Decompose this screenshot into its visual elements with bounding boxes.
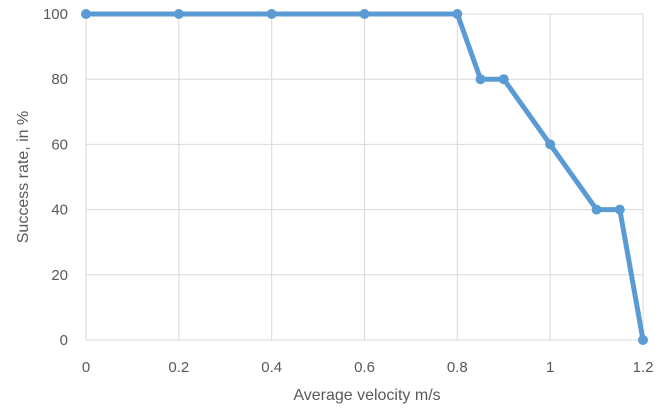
y-tick-label: 20 bbox=[51, 267, 68, 284]
x-tick-label: 0.8 bbox=[447, 359, 468, 376]
x-tick-label: 0.6 bbox=[354, 359, 375, 376]
data-point bbox=[266, 9, 277, 19]
data-point bbox=[359, 9, 370, 19]
grid-lines bbox=[85, 13, 644, 341]
y-tick-label: 100 bbox=[43, 6, 68, 23]
y-axis-tick-labels: 0 20 40 60 80 100 bbox=[43, 6, 68, 349]
x-axis-title: Average velocity m/s bbox=[293, 387, 440, 404]
series-layer bbox=[81, 9, 648, 345]
x-tick-label: 0.4 bbox=[261, 359, 282, 376]
x-tick-label: 0 bbox=[82, 359, 90, 376]
data-point bbox=[614, 204, 625, 215]
data-point bbox=[545, 139, 556, 150]
data-point bbox=[591, 204, 602, 215]
x-tick-label: 1.2 bbox=[633, 359, 654, 376]
data-point bbox=[475, 74, 486, 85]
y-tick-label: 60 bbox=[51, 136, 68, 153]
y-tick-label: 80 bbox=[51, 71, 68, 88]
y-tick-label: 0 bbox=[60, 332, 68, 349]
data-point bbox=[452, 9, 463, 19]
y-tick-label: 40 bbox=[51, 202, 68, 219]
data-point bbox=[638, 335, 648, 345]
x-tick-label: 0.2 bbox=[168, 359, 189, 376]
x-axis-tick-labels: 0 0.2 0.4 0.6 0.8 1 1.2 bbox=[82, 359, 654, 376]
data-point bbox=[173, 9, 184, 19]
y-axis-title: Success rate, in % bbox=[15, 111, 32, 244]
data-point bbox=[498, 74, 509, 85]
x-tick-label: 1 bbox=[546, 359, 554, 376]
data-point bbox=[81, 9, 91, 19]
